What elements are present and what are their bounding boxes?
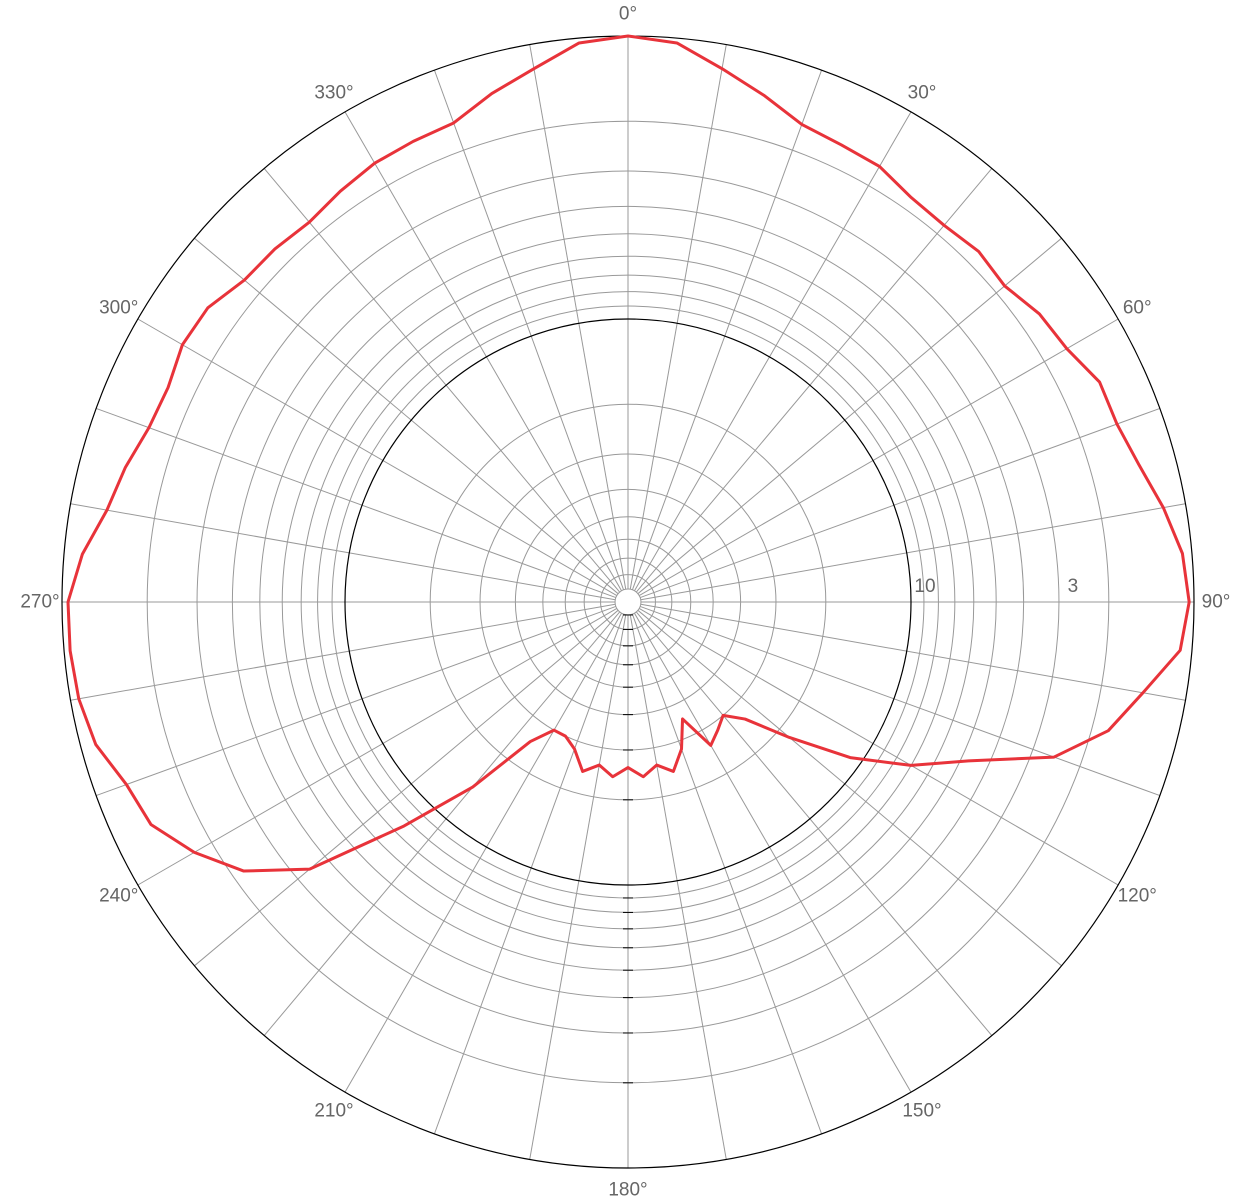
spoke — [635, 611, 993, 1036]
spoke — [631, 69, 823, 591]
spoke — [637, 609, 1062, 967]
angle-label: 270° — [20, 592, 59, 613]
spoke — [433, 69, 625, 591]
spoke — [137, 608, 618, 886]
spoke — [629, 44, 727, 590]
angle-label: 60° — [1123, 298, 1152, 319]
spoke — [95, 407, 617, 599]
spoke — [344, 111, 622, 592]
spoke — [194, 609, 619, 967]
spoke — [640, 603, 1186, 701]
series-line — [66, 34, 1191, 873]
spoke — [629, 614, 727, 1160]
spoke — [639, 605, 1161, 797]
spoke — [263, 611, 621, 1036]
spoke — [137, 318, 618, 596]
series-group — [66, 34, 1191, 873]
spoke — [638, 318, 1119, 596]
angle-label: 30° — [908, 82, 937, 103]
spoke — [70, 503, 616, 601]
spoke — [433, 613, 625, 1135]
ring-label: 10 — [914, 576, 935, 597]
spoke — [634, 111, 912, 592]
angle-label: 300° — [99, 298, 138, 319]
spoke — [344, 612, 622, 1093]
ring-labels: 10 3 — [914, 576, 1078, 597]
spoke — [194, 237, 619, 595]
spoke — [634, 612, 912, 1093]
spoke — [529, 44, 627, 590]
angle-label: 120° — [1118, 886, 1157, 907]
spoke — [95, 605, 617, 797]
spoke — [637, 237, 1062, 595]
angle-label: 210° — [314, 1101, 353, 1122]
angle-label: 90° — [1202, 592, 1231, 613]
angle-label: 150° — [902, 1101, 941, 1122]
radial-ticks — [623, 614, 633, 1084]
angle-label: 240° — [99, 886, 138, 907]
spokes — [62, 36, 1194, 1168]
minor-ring — [614, 588, 642, 616]
angle-label: 0° — [619, 4, 637, 25]
spoke — [70, 603, 616, 701]
spoke — [529, 614, 627, 1160]
angle-label: 330° — [314, 82, 353, 103]
spoke — [263, 168, 621, 593]
angle-labels: 0° 30° 60° 90° 120° 150° 180° 210° 240° 270° 300° 3… — [20, 4, 1230, 1198]
spoke — [640, 503, 1186, 601]
angle-label: 180° — [608, 1180, 647, 1198]
spoke — [631, 613, 823, 1135]
spoke — [638, 608, 1119, 886]
major-ring — [344, 318, 912, 886]
spoke — [639, 407, 1161, 599]
ring-label: 3 — [1068, 576, 1079, 597]
spoke — [635, 168, 993, 593]
